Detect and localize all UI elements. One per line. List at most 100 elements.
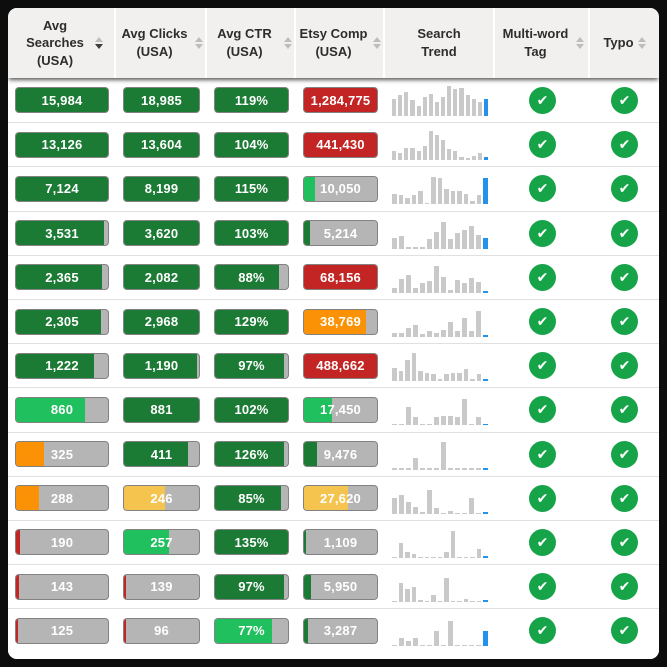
ctr-badge: 85%: [214, 485, 289, 512]
trend-bar: [406, 502, 411, 514]
comp-badge: 17,450: [303, 396, 378, 423]
searches-badge: 7,124: [15, 175, 109, 202]
badge-fill: [215, 530, 288, 555]
trend-bar: [424, 600, 430, 603]
column-header-multi-word-tag[interactable]: Multi-word Tag: [495, 8, 590, 78]
badge-fill: [16, 88, 108, 113]
column-header-avg-searches[interactable]: Avg Searches (USA): [8, 8, 116, 78]
trend-bar: [469, 645, 474, 647]
trend-bar: [431, 374, 436, 382]
column-label: Typo: [603, 35, 634, 51]
cell-searches: 3,531: [8, 212, 116, 255]
searches-badge: 860: [15, 396, 109, 423]
typo-check-icon: ✔: [611, 131, 638, 159]
sort-icon[interactable]: [284, 37, 292, 49]
cell-search-trend: [385, 433, 495, 476]
cell-comp: 441,430: [296, 123, 385, 166]
table-rows: 15,984 18,985 119% 1,284,775 ✔ ✔ 13,126 13,604 1…: [8, 78, 659, 659]
badge-fill: [16, 176, 108, 201]
trend-bar: [441, 512, 446, 514]
trend-bar: [462, 645, 467, 647]
trend-bar: [455, 233, 460, 249]
search-trend-chart: [392, 262, 488, 293]
sort-icon[interactable]: [575, 37, 584, 49]
cell-ctr: 97%: [207, 344, 296, 387]
sort-icon[interactable]: [637, 37, 646, 49]
multi-word-check-icon: ✔: [529, 308, 556, 336]
column-header-etsy-comp[interactable]: Etsy Comp (USA): [296, 8, 385, 78]
sort-icon[interactable]: [95, 37, 103, 49]
cell-multi_word: ✔: [495, 565, 590, 608]
badge-fill: [16, 574, 19, 599]
badge-fill: [215, 442, 285, 467]
badge-fill: [124, 397, 199, 422]
clicks-badge: 1,190: [123, 352, 200, 379]
trend-bar: [437, 600, 443, 603]
trend-bar: [469, 331, 474, 338]
trend-bar: [411, 554, 417, 558]
trend-bar: [463, 193, 469, 205]
ctr-value: 97%: [238, 579, 265, 595]
trend-bar: [469, 423, 474, 426]
trend-bar: [392, 288, 397, 293]
cell-ctr: 119%: [207, 78, 296, 122]
trend-bar: [428, 130, 433, 161]
comp-badge: 5,950: [303, 573, 378, 600]
trend-bar: [399, 235, 404, 249]
trend-bar: [469, 468, 474, 470]
trend-bar: [469, 226, 474, 249]
badge-fill: [304, 221, 310, 246]
trend-bar: [413, 637, 418, 647]
badge-fill: [16, 397, 85, 422]
ctr-badge: 88%: [214, 264, 289, 291]
clicks-value: 96: [154, 623, 169, 639]
typo-check-icon: ✔: [611, 484, 638, 512]
ctr-badge: 126%: [214, 441, 289, 468]
trend-bar: [427, 281, 432, 293]
trend-bar: [437, 178, 443, 205]
trend-bar: [392, 150, 397, 161]
trend-bar: [411, 353, 417, 382]
cell-typo: ✔: [590, 212, 659, 255]
clicks-badge: 96: [123, 617, 200, 644]
trend-bar: [424, 372, 430, 382]
ctr-value: 85%: [238, 490, 265, 506]
trend-bar: [420, 282, 425, 293]
multi-word-check-icon: ✔: [529, 352, 556, 380]
comp-value: 5,950: [323, 579, 358, 595]
trend-bar: [444, 374, 449, 382]
trend-bar: [392, 468, 397, 470]
badge-fill: [215, 132, 288, 157]
typo-check-icon: ✔: [611, 528, 638, 556]
trend-bar: [413, 416, 418, 426]
cell-typo: ✔: [590, 521, 659, 564]
badge-fill: [304, 486, 348, 511]
column-header-avg-ctr[interactable]: Avg CTR (USA): [207, 8, 296, 78]
ctr-badge: 129%: [214, 308, 289, 335]
clicks-badge: 18,985: [123, 87, 200, 114]
trend-bar: [462, 317, 467, 338]
cell-clicks: 411: [116, 433, 207, 476]
multi-word-check-icon: ✔: [529, 484, 556, 512]
cell-typo: ✔: [590, 477, 659, 520]
column-header-typo[interactable]: Typo: [590, 8, 659, 78]
cell-clicks: 257: [116, 521, 207, 564]
sort-icon[interactable]: [194, 37, 203, 49]
badge-fill: [16, 132, 108, 157]
table-row: 860 881 102% 17,450 ✔ ✔: [8, 387, 659, 431]
clicks-value: 139: [150, 579, 173, 595]
badge-fill: [16, 530, 20, 555]
trend-bar: [424, 202, 430, 205]
sort-icon[interactable]: [373, 37, 381, 49]
badge-fill: [215, 265, 280, 290]
column-header-avg-clicks[interactable]: Avg Clicks (USA): [116, 8, 207, 78]
trend-bar: [477, 101, 482, 116]
trend-bar: [477, 152, 482, 161]
badge-fill: [124, 88, 199, 113]
ctr-badge: 77%: [214, 617, 289, 644]
trend-bar: [483, 379, 488, 382]
ctr-badge: 97%: [214, 352, 289, 379]
trend-bar: [469, 277, 474, 293]
badge-fill: [16, 353, 95, 378]
trend-bar: [457, 556, 462, 558]
